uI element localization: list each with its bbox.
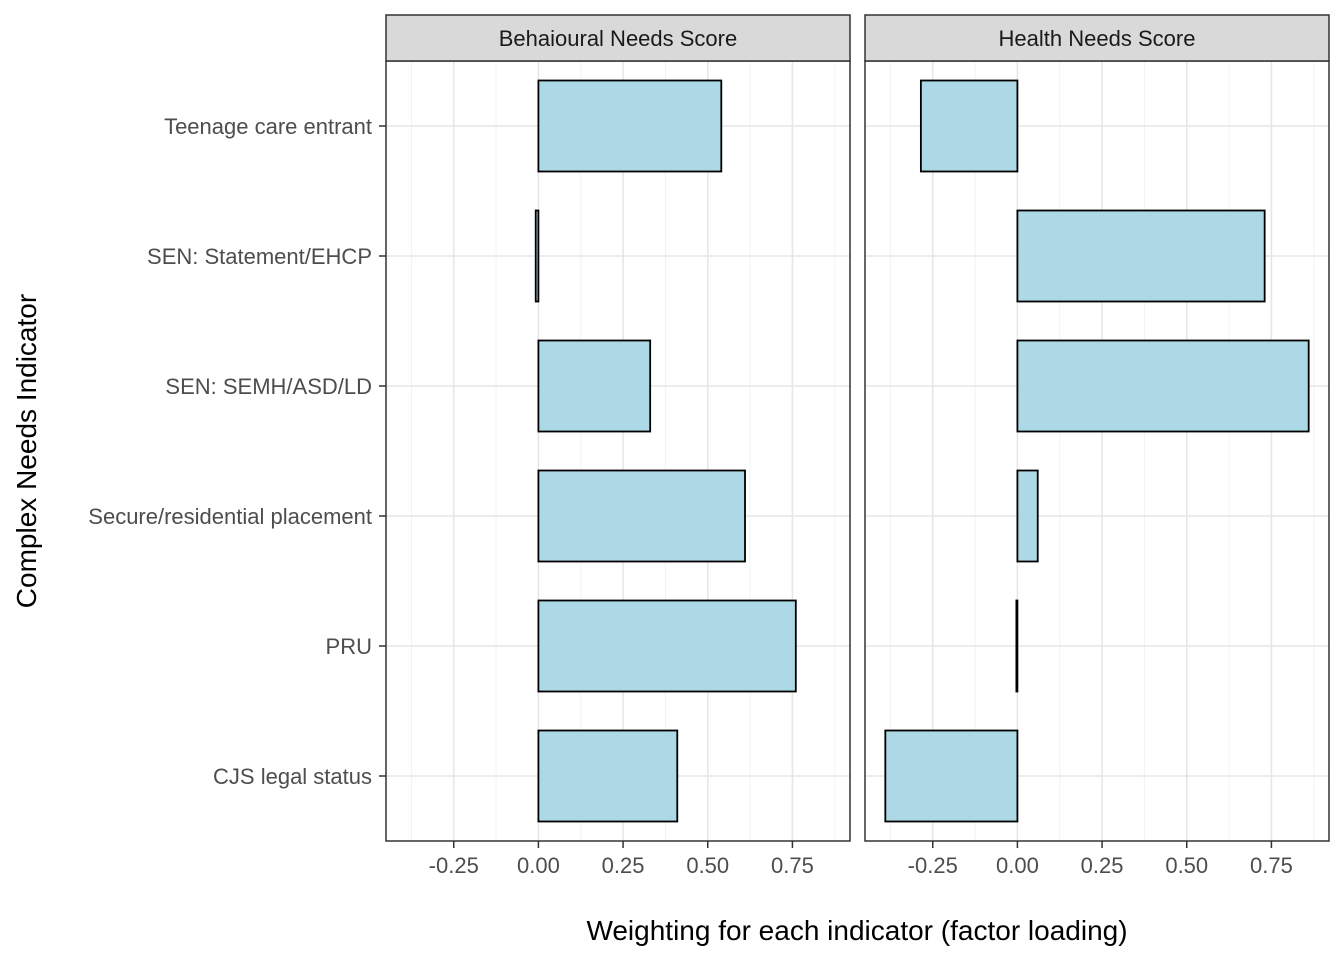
bar: [537, 599, 797, 693]
facet-strip: [385, 14, 851, 62]
facet-panel: Health Needs Score -0.25 0.00 0.25 0.50 0.75: [864, 14, 1330, 878]
x-tick-label: 0.00: [517, 853, 560, 878]
bar: [1016, 469, 1039, 563]
panel-background: [386, 61, 850, 841]
facet-title: Health Needs Score: [999, 26, 1196, 51]
x-tick-label: 0.75: [1250, 853, 1293, 878]
facet-panel: Behaioural Needs Score -0.25 0.00 0.25 0.50 0…: [385, 14, 851, 878]
x-tick-label: -0.25: [429, 853, 479, 878]
bar: [1016, 209, 1266, 303]
x-tick-label: 0.75: [771, 853, 814, 878]
y-tick-label: SEN: SEMH/ASD/LD: [165, 374, 372, 399]
bar: [537, 339, 652, 433]
y-tick-label: PRU: [326, 634, 372, 659]
y-tick-label: CJS legal status: [213, 764, 372, 789]
y-tick-label: Secure/residential placement: [88, 504, 372, 529]
bar: [537, 79, 723, 173]
x-axis-title: Weighting for each indicator (factor loa…: [586, 915, 1127, 946]
bar: [884, 729, 1019, 823]
y-tick-label: Teenage care entrant: [164, 114, 372, 139]
bar: [1016, 339, 1310, 433]
y-axis-title: Complex Needs Indicator: [11, 294, 42, 608]
facet-panels: Behaioural Needs Score -0.25 0.00 0.25 0.50 0…: [385, 14, 1330, 878]
x-tick-label: 0.00: [996, 853, 1039, 878]
bar: [537, 729, 679, 823]
x-tick-label: 0.25: [1081, 853, 1124, 878]
bar: [1015, 599, 1019, 693]
x-tick-label: 0.25: [602, 853, 645, 878]
facet-title: Behaioural Needs Score: [499, 26, 737, 51]
bar: [537, 469, 746, 563]
panel-background: [865, 61, 1329, 841]
x-tick-label: 0.50: [686, 853, 729, 878]
x-tick-label: -0.25: [908, 853, 958, 878]
facet-strip: [864, 14, 1330, 62]
y-axis: Teenage care entrant SEN: Statement/EHCP S…: [88, 114, 386, 789]
bar: [919, 79, 1019, 173]
x-tick-label: 0.50: [1165, 853, 1208, 878]
bar: [534, 209, 540, 303]
y-tick-label: SEN: Statement/EHCP: [147, 244, 372, 269]
